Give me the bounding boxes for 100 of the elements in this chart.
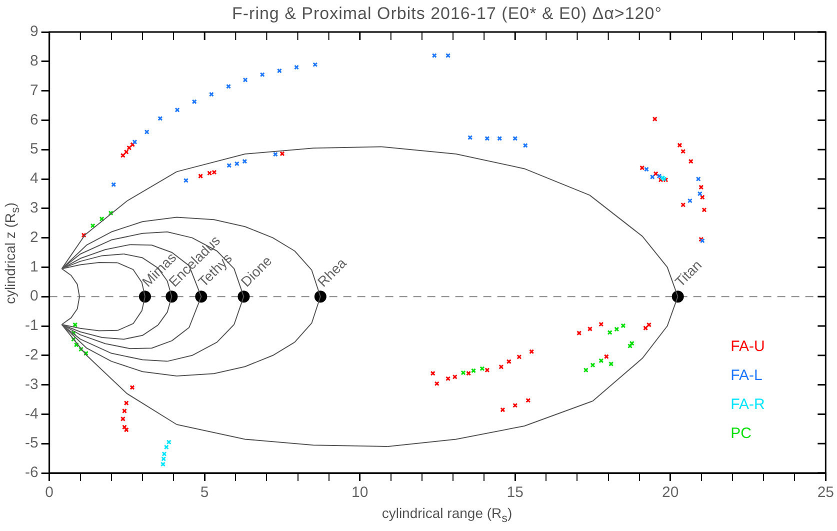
- point: [629, 340, 634, 346]
- y-tick-label: -6: [24, 464, 38, 482]
- point: [598, 322, 604, 327]
- point: [460, 370, 466, 376]
- y-tick-label: -4: [24, 405, 38, 422]
- point: [687, 198, 692, 204]
- y-tick-label: 9: [30, 23, 38, 40]
- point: [650, 174, 655, 180]
- point: [183, 178, 188, 183]
- point: [446, 376, 451, 382]
- point: [198, 174, 204, 179]
- point: [697, 191, 702, 196]
- y-tick-label: 0: [30, 288, 38, 305]
- point: [124, 149, 129, 154]
- point: [158, 116, 163, 121]
- y-tick-label: -2: [24, 346, 38, 364]
- point: [226, 84, 232, 89]
- point: [644, 166, 649, 172]
- point: [430, 370, 436, 376]
- point: [680, 202, 686, 208]
- y-tick-label: 1: [30, 258, 38, 276]
- point: [702, 207, 707, 212]
- text: FA-U: [730, 338, 765, 355]
- point: [126, 145, 132, 150]
- point: [132, 139, 138, 144]
- y-tick-label: 7: [30, 82, 38, 99]
- point: [484, 136, 490, 141]
- point: [604, 354, 609, 360]
- point: [122, 424, 128, 430]
- point: [698, 184, 704, 190]
- point: [680, 148, 686, 154]
- x-tick-label: 5: [200, 484, 209, 502]
- point: [652, 116, 658, 122]
- point: [640, 165, 645, 170]
- point: [260, 72, 265, 78]
- point: [620, 323, 626, 328]
- chart-title: F-ring & Proximal Orbits 2016-17 (E0* & E0) Δα>120°: [230, 4, 663, 24]
- x-axis-title: cylindrical range (R$_{s}$): [380, 505, 514, 525]
- point: [124, 427, 129, 432]
- y-tick-label: 3: [30, 200, 38, 217]
- text: PC: [730, 425, 752, 442]
- point: [314, 290, 326, 303]
- point: [466, 370, 472, 376]
- x-tick-label: 10: [352, 484, 368, 502]
- point: [512, 136, 518, 141]
- point: [432, 53, 437, 58]
- point: [700, 194, 705, 200]
- text: FA-L: [730, 367, 762, 384]
- point: [688, 158, 694, 164]
- y-tick-label: -5: [24, 434, 38, 452]
- point: [608, 361, 614, 366]
- point: [480, 366, 485, 372]
- point: [452, 374, 458, 380]
- point: [607, 330, 612, 335]
- x-tick-label: 20: [662, 484, 679, 502]
- y-tick-label: -3: [24, 376, 38, 393]
- point: [643, 326, 648, 331]
- point: [294, 64, 300, 70]
- point: [628, 343, 633, 349]
- x-tick-label: 0: [45, 484, 54, 502]
- point: [656, 174, 662, 179]
- point: [498, 364, 504, 370]
- point: [646, 322, 652, 328]
- text: FA-R: [730, 396, 765, 413]
- point: [590, 362, 596, 368]
- y-tick-label: -1: [24, 317, 38, 334]
- point: [471, 368, 476, 374]
- point: [144, 129, 150, 134]
- point: [484, 368, 490, 373]
- point: [516, 354, 522, 360]
- point: [614, 326, 620, 332]
- y-tick-label: 8: [30, 52, 38, 70]
- point: [446, 53, 451, 58]
- y-tick-label: 2: [30, 228, 38, 246]
- point: [174, 107, 180, 112]
- y-tick-label: 6: [30, 111, 38, 128]
- y-tick-label: 5: [30, 140, 38, 158]
- x-tick-label: 15: [506, 484, 524, 502]
- point: [583, 368, 588, 373]
- point: [312, 62, 318, 68]
- point: [242, 77, 248, 82]
- point: [506, 359, 512, 364]
- point: [497, 136, 502, 141]
- x-tick-label: 25: [817, 484, 834, 502]
- point: [587, 326, 592, 332]
- point: [653, 171, 658, 176]
- point: [696, 176, 701, 182]
- point: [598, 358, 604, 364]
- point: [208, 92, 214, 97]
- annotation: Titan: [672, 256, 705, 290]
- point: [529, 349, 534, 354]
- point: [576, 330, 582, 336]
- y-tick-label: 4: [30, 170, 38, 188]
- point: [192, 99, 197, 104]
- point: [130, 142, 136, 148]
- point: [276, 68, 282, 74]
- point: [434, 381, 440, 386]
- point: [677, 142, 682, 148]
- point: [120, 152, 126, 158]
- point: [468, 135, 473, 140]
